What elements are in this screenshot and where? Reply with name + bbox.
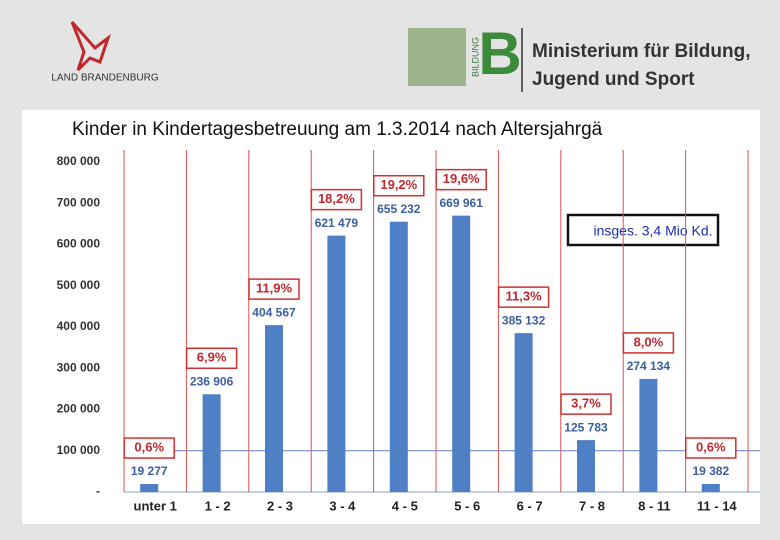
ministry-letter: B <box>478 20 521 87</box>
x-tick-label: 7 - 8 <box>579 498 605 513</box>
value-label: 274 134 <box>627 359 671 373</box>
bar <box>701 484 720 492</box>
x-tick-label: unter 1 <box>134 498 177 513</box>
annotation-box <box>566 213 720 247</box>
bar <box>577 440 595 492</box>
ministry-line2: Jugend und Sport <box>532 69 695 90</box>
share-label: 11,3% <box>506 289 543 304</box>
y-tick-label: 600 000 <box>57 237 101 251</box>
x-tick-label: 8 - 11 <box>638 498 671 513</box>
bar <box>452 215 471 492</box>
share-label: 19,2% <box>380 177 417 192</box>
value-label: 621 479 <box>315 216 359 230</box>
share-box <box>123 437 175 459</box>
share-box <box>685 437 737 459</box>
x-tick-label: 2 - 3 <box>267 498 293 513</box>
y-tick-label: 100 000 <box>57 443 101 457</box>
bar <box>327 235 346 493</box>
bar <box>265 325 283 492</box>
share-box <box>622 332 675 354</box>
eagle-logo <box>70 21 111 72</box>
x-tick-label: 3 - 4 <box>329 498 356 513</box>
x-tick-label: 6 - 7 <box>517 498 543 513</box>
share-box <box>248 278 300 300</box>
x-tick-label: 4 - 5 <box>392 498 418 513</box>
share-label: 3,7% <box>571 396 601 411</box>
value-label: 385 132 <box>502 313 546 327</box>
ministry-mark: BILDUNG <box>470 37 480 77</box>
share-box <box>373 174 425 197</box>
bar <box>639 378 658 492</box>
share-label: 0,6% <box>696 439 726 454</box>
share-label: 11,9% <box>256 281 293 296</box>
value-label: 19 277 <box>131 464 168 478</box>
annotation: insges. 3,4 Mio Kd. <box>593 223 712 239</box>
x-tick-label: 11 - 14 <box>697 498 738 513</box>
value-label: 669 961 <box>440 196 484 210</box>
share-box <box>185 347 238 370</box>
y-tick-label: 300 000 <box>57 360 101 374</box>
share-box <box>435 168 487 191</box>
state-logo-text: LAND BRANDENBURG <box>51 73 158 84</box>
y-tick-label: 700 000 <box>57 195 101 209</box>
x-tick-label: 5 - 6 <box>454 498 480 513</box>
value-label: 655 232 <box>377 202 421 216</box>
bar <box>514 333 533 492</box>
chart-title: Kinder in Kindertagesbetreuung am 1.3.20… <box>72 119 603 140</box>
y-tick-label: 800 000 <box>57 154 101 168</box>
share-box <box>310 188 363 211</box>
y-tick-label: - <box>96 484 100 498</box>
value-label: 125 783 <box>564 420 608 434</box>
bar <box>140 484 159 492</box>
y-tick-label: 400 000 <box>57 319 101 333</box>
y-tick-label: 500 000 <box>57 278 101 292</box>
share-label: 8,0% <box>634 334 664 349</box>
value-label: 236 906 <box>190 374 234 388</box>
photo <box>408 28 466 86</box>
share-label: 6,9% <box>197 350 227 365</box>
share-label: 18,2% <box>318 191 355 206</box>
bar <box>389 221 408 492</box>
share-label: 0,6% <box>134 439 164 454</box>
y-tick-label: 200 000 <box>57 402 101 416</box>
value-label: 404 567 <box>252 305 296 319</box>
x-tick-label: 1 - 2 <box>205 498 231 513</box>
value-label: 19 382 <box>692 464 729 478</box>
bar <box>202 394 221 492</box>
share-box <box>497 286 550 308</box>
ministry-line1: Ministerium für Bildung, <box>532 41 751 62</box>
share-box <box>560 393 612 415</box>
share-label: 19,6% <box>443 171 480 186</box>
